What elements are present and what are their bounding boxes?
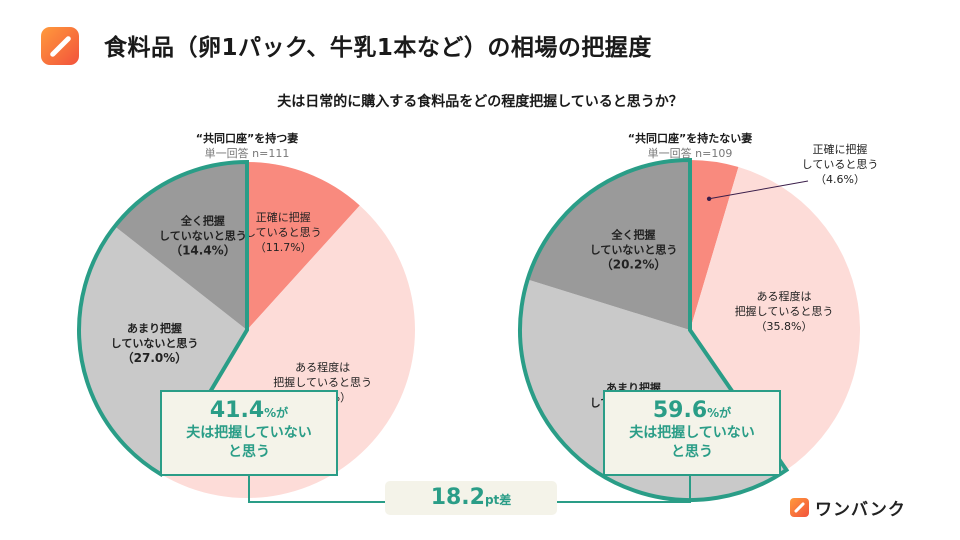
right-leader-dot [706,196,712,201]
right-slice-label-2: ある程度は把握していると思う（35.8%） [735,289,834,333]
right-callout-value: 59.6 [652,398,708,423]
right-callout-text2: と思う [671,444,713,460]
right-callout-text1: 夫は把握していない [629,425,755,441]
left-callout-text2: と思う [228,444,270,460]
connector-line-right [557,476,691,503]
right-callout-box: 59.6%が 夫は把握していない と思う [603,390,781,476]
left-chart-title: “共同口座”を持つ妻 [195,132,299,145]
left-callout-value: 41.4 [209,398,265,423]
left-callout-unit: %が [264,406,289,420]
left-chart-sample: 単一回答 n=111 [204,147,290,160]
brand-name: ワンバンク [815,499,906,520]
right-callout-unit: %が [707,406,732,420]
difference-value: 18.2 [430,485,485,510]
left-slice-label-1: 正確に把握していると思う（11.7%） [245,210,322,254]
app-logo-icon [41,27,79,65]
left-slice-label-4: 全く把握していないと思う（14.4%） [159,213,247,257]
connector-line-left [248,476,388,503]
left-chart-header: “共同口座”を持つ妻 単一回答 n=111 [147,131,347,161]
right-pie-slice-4 [527,160,690,330]
right-chart-header: “共同口座”を持たない妻 単一回答 n=109 [590,131,790,161]
brand-icon [790,497,809,517]
right-pie-slice-2 [690,167,860,471]
brand-logo: ワンバンク [790,496,906,520]
difference-badge: 18.2pt差 [385,481,557,515]
left-highlight-outline [77,159,249,478]
left-callout-box: 41.4%が 夫は把握していない と思う [160,390,338,476]
right-slice-label-4: 全く把握していないと思う（20.2%） [590,227,678,271]
question-subtitle: 夫は日常的に購入する食料品をどの程度把握していると思うか？ [277,94,683,110]
right-chart-sample: 単一回答 n=109 [647,147,733,160]
left-pie-slice-1 [247,162,360,330]
right-chart-title: “共同口座”を持たない妻 [627,132,753,145]
right-leader-line [709,180,809,200]
right-slice-label-1: 正確に把握していると思う（4.6%） [802,142,879,186]
difference-unit: pt差 [484,493,512,507]
right-highlight-outline [518,157,790,502]
left-pie-slice-3 [78,226,248,475]
right-pie-slice-1 [690,160,739,330]
page-title: 食料品（卵1パック、牛乳1本など）の相場の把握度 [104,35,652,61]
left-callout-text1: 夫は把握していない [186,425,312,441]
left-pie-slice-4 [114,162,247,330]
left-slice-label-3: あまり把握していないと思う（27.0%） [111,321,199,365]
